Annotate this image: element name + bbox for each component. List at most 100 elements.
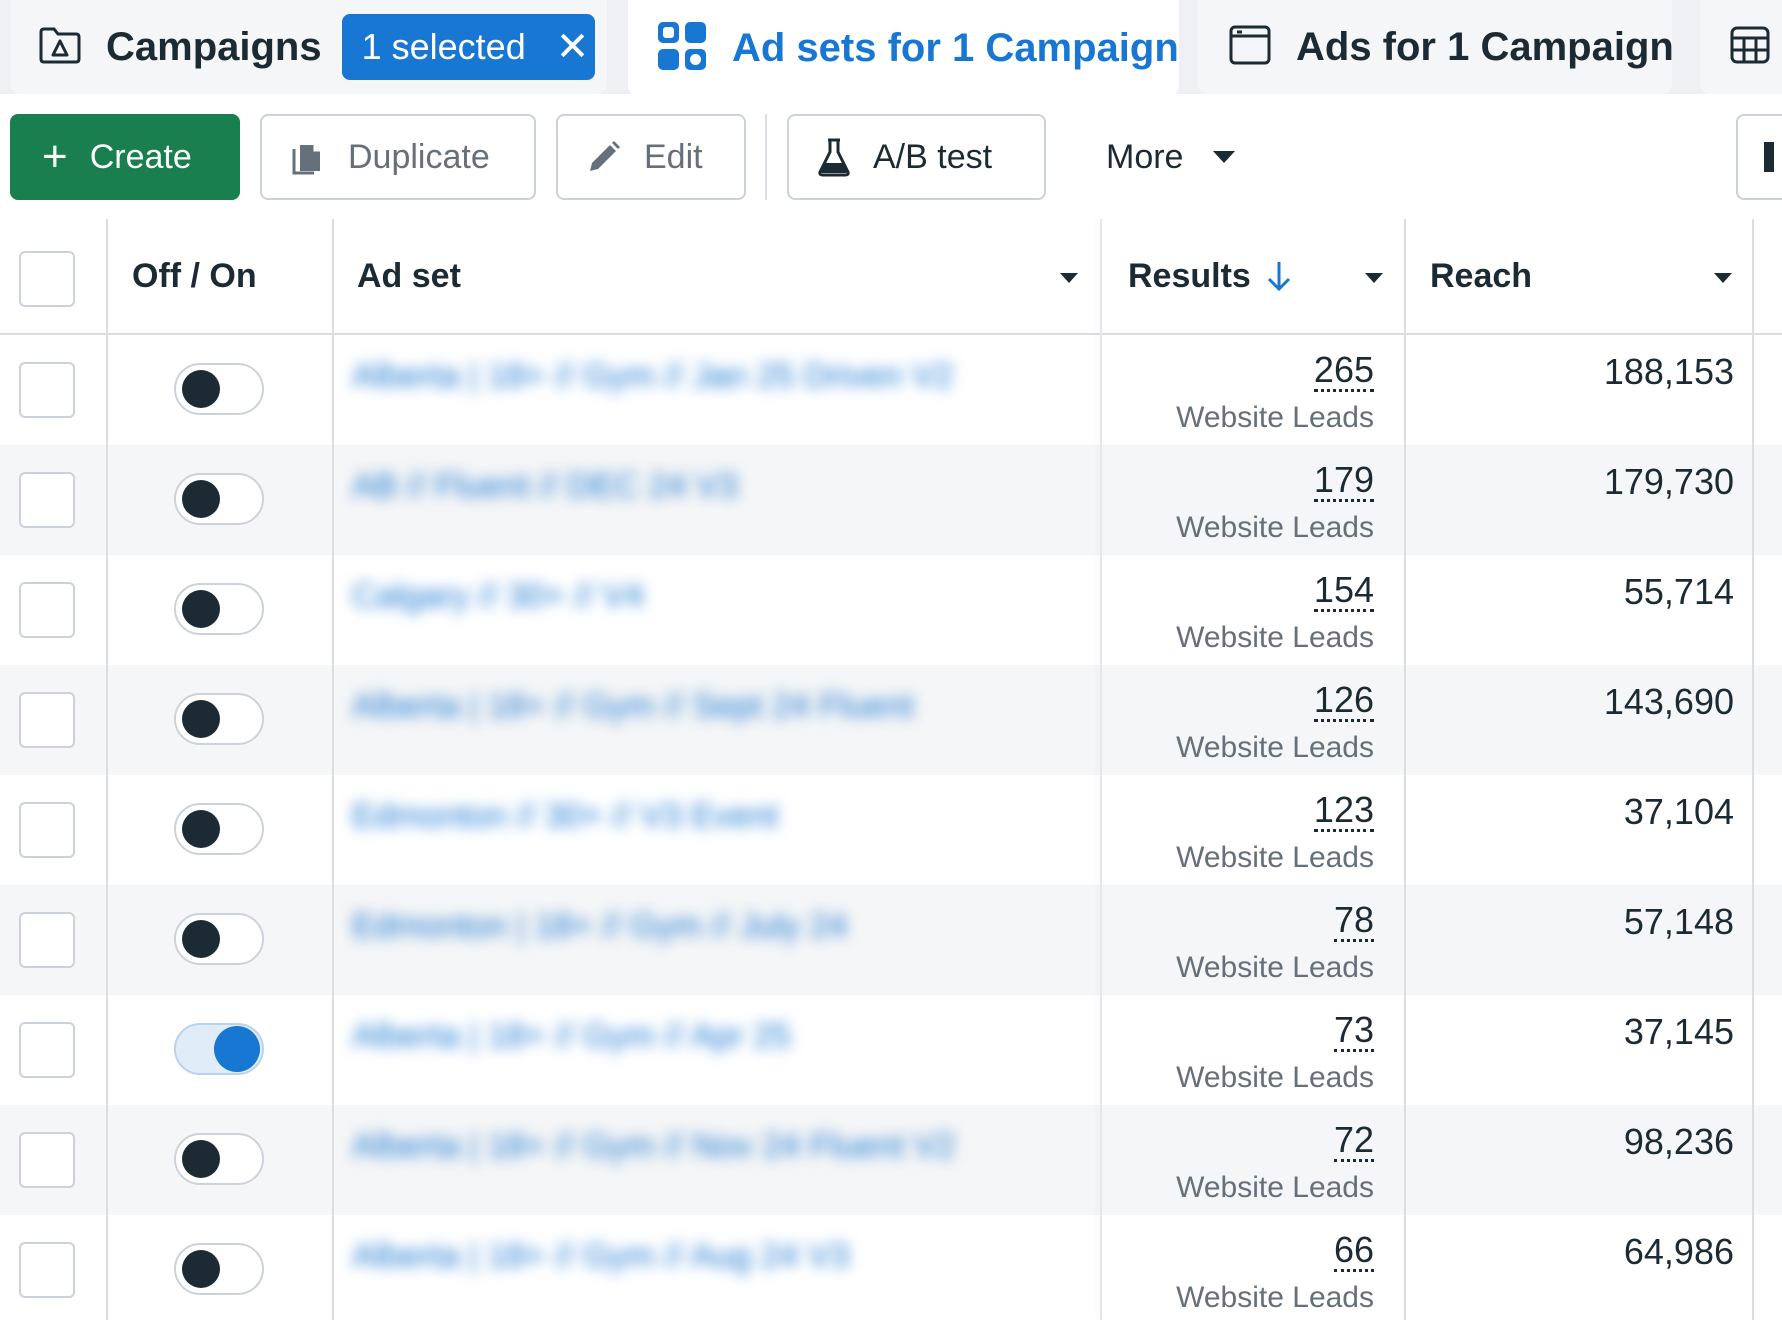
flask-icon bbox=[818, 138, 850, 177]
row-checkbox[interactable] bbox=[19, 912, 75, 968]
results-value[interactable]: 265 bbox=[1313, 349, 1374, 392]
results-type-label: Website Leads bbox=[1176, 1061, 1374, 1094]
edit-label: Edit bbox=[644, 137, 703, 176]
select-all-checkbox[interactable] bbox=[19, 251, 75, 307]
adset-status-toggle[interactable] bbox=[174, 803, 264, 855]
row-checkbox[interactable] bbox=[19, 1242, 75, 1298]
adset-status-toggle[interactable] bbox=[174, 1023, 264, 1075]
table-row[interactable]: Alberta | 18+ // Gym // Aug 24 V3 66 Websi… bbox=[0, 1215, 1782, 1325]
results-value[interactable]: 179 bbox=[1313, 459, 1374, 502]
tab-campaigns[interactable]: Campaigns 1 selected ✕ bbox=[10, 0, 607, 94]
table-row[interactable]: Alberta | 18+ // Gym // Nov 24 Fluent V2… bbox=[0, 1105, 1782, 1215]
results-type-label: Website Leads bbox=[1176, 621, 1374, 654]
tab-adsets[interactable]: Ad sets for 1 Campaign bbox=[628, 0, 1179, 96]
adset-status-toggle[interactable] bbox=[174, 583, 264, 635]
adset-status-toggle[interactable] bbox=[174, 693, 264, 745]
tab-reports[interactable] bbox=[1700, 0, 1782, 94]
ab-test-button[interactable]: A/B test bbox=[787, 114, 1046, 200]
results-type-label: Website Leads bbox=[1176, 401, 1374, 434]
toggle-knob bbox=[182, 920, 220, 958]
results-type-label: Website Leads bbox=[1176, 841, 1374, 874]
adset-status-toggle[interactable] bbox=[174, 363, 264, 415]
column-divider bbox=[1752, 219, 1754, 1320]
adset-name-link[interactable]: Alberta | 18+ // Gym // Sept 24 Fluent bbox=[352, 687, 914, 725]
column-divider bbox=[332, 219, 334, 1320]
row-checkbox[interactable] bbox=[19, 692, 75, 748]
selected-filter-pill[interactable]: 1 selected ✕ bbox=[341, 14, 595, 80]
table-row[interactable]: Calgary // 30+ // V4 154 Website Leads 55,7… bbox=[0, 555, 1782, 665]
toolbar: + Create Duplicate Edit A/B test More bbox=[0, 94, 1782, 221]
row-checkbox[interactable] bbox=[19, 802, 75, 858]
results-value[interactable]: 154 bbox=[1313, 569, 1374, 612]
toggle-knob bbox=[182, 370, 220, 408]
toggle-knob bbox=[182, 480, 220, 518]
adset-name-link[interactable]: Alberta | 18+ // Gym // Jan 25 Driven V2 bbox=[352, 357, 954, 395]
toggle-knob bbox=[182, 810, 220, 848]
reach-value: 37,104 bbox=[1623, 791, 1734, 832]
reach-column-caret-icon[interactable] bbox=[1714, 273, 1732, 283]
results-value[interactable]: 123 bbox=[1313, 789, 1374, 832]
adset-name-link[interactable]: Edmonton // 30+ // V3 Event bbox=[352, 797, 779, 835]
row-checkbox[interactable] bbox=[19, 472, 75, 528]
table-row[interactable]: Edmonton // 30+ // V3 Event 123 Website Le… bbox=[0, 775, 1782, 885]
results-type-label: Website Leads bbox=[1176, 1171, 1374, 1204]
results-value[interactable]: 72 bbox=[1333, 1119, 1374, 1162]
sort-descending-arrow-icon bbox=[1267, 262, 1290, 292]
adset-status-toggle[interactable] bbox=[174, 1243, 264, 1295]
header-toggle: Off / On bbox=[132, 256, 257, 295]
tab-adsets-label: Ad sets for 1 Campaign bbox=[732, 25, 1179, 70]
header-adset[interactable]: Ad set bbox=[357, 256, 461, 295]
adset-status-toggle[interactable] bbox=[174, 473, 264, 525]
adset-name-link[interactable]: Alberta | 18+ // Gym // Aug 24 V3 bbox=[352, 1237, 850, 1275]
tab-campaigns-label: Campaigns bbox=[106, 24, 322, 69]
results-type-label: Website Leads bbox=[1176, 951, 1374, 984]
duplicate-button[interactable]: Duplicate bbox=[260, 114, 536, 200]
chevron-down-icon bbox=[1213, 151, 1236, 163]
table-row[interactable]: Edmonton | 18+ // Gym // July 24 78 Websit… bbox=[0, 885, 1782, 995]
reach-value: 179,730 bbox=[1603, 461, 1734, 502]
row-checkbox[interactable] bbox=[19, 362, 75, 418]
edit-button[interactable]: Edit bbox=[556, 114, 746, 200]
toggle-knob bbox=[214, 1026, 260, 1072]
selected-count: 1 selected bbox=[361, 26, 526, 67]
column-divider bbox=[1404, 219, 1406, 1320]
campaign-folder-icon bbox=[38, 25, 82, 70]
header-results[interactable]: Results bbox=[1128, 219, 1293, 333]
row-checkbox[interactable] bbox=[19, 582, 75, 638]
adset-name-link[interactable]: Alberta | 18+ // Gym // Nov 24 Fluent V2 bbox=[352, 1127, 956, 1165]
adsets-grid-icon bbox=[656, 20, 708, 77]
clear-selection-close-icon[interactable]: ✕ bbox=[555, 25, 590, 69]
adset-status-toggle[interactable] bbox=[174, 1133, 264, 1185]
adset-status-toggle[interactable] bbox=[174, 913, 264, 965]
toggle-knob bbox=[182, 1250, 220, 1288]
table-row[interactable]: Alberta | 18+ // Gym // Apr 25 73 Website … bbox=[0, 995, 1782, 1105]
plus-icon: + bbox=[42, 132, 68, 181]
results-value[interactable]: 73 bbox=[1333, 1009, 1374, 1052]
reach-value: 57,148 bbox=[1623, 901, 1734, 942]
adset-column-caret-icon[interactable] bbox=[1060, 273, 1078, 283]
reach-value: 98,236 bbox=[1623, 1121, 1734, 1162]
results-value[interactable]: 78 bbox=[1333, 899, 1374, 942]
results-type-label: Website Leads bbox=[1176, 731, 1374, 764]
adset-name-link[interactable]: Calgary // 30+ // V4 bbox=[352, 577, 644, 615]
table-row[interactable]: Alberta | 18+ // Gym // Sept 24 Fluent 12… bbox=[0, 665, 1782, 775]
adset-name-link[interactable]: Alberta | 18+ // Gym // Apr 25 bbox=[352, 1017, 791, 1055]
row-checkbox[interactable] bbox=[19, 1022, 75, 1078]
table-row[interactable]: Alberta | 18+ // Gym // Jan 25 Driven V2… bbox=[0, 335, 1782, 445]
row-checkbox[interactable] bbox=[19, 1132, 75, 1188]
adset-name-link[interactable]: AB // Fluent // DEC 24 V3 bbox=[352, 467, 738, 505]
toggle-knob bbox=[182, 700, 220, 738]
table-row[interactable]: AB // Fluent // DEC 24 V3 179 Website Lead… bbox=[0, 445, 1782, 555]
results-value[interactable]: 66 bbox=[1333, 1229, 1374, 1272]
columns-button[interactable] bbox=[1736, 114, 1782, 200]
duplicate-icon bbox=[292, 145, 320, 175]
table-header: Off / On Ad set Results Reach bbox=[0, 219, 1782, 335]
column-divider bbox=[106, 219, 108, 1320]
header-reach[interactable]: Reach bbox=[1430, 256, 1533, 295]
adset-name-link[interactable]: Edmonton | 18+ // Gym // July 24 bbox=[352, 907, 848, 945]
create-button[interactable]: + Create bbox=[10, 114, 240, 200]
results-value[interactable]: 126 bbox=[1313, 679, 1374, 722]
tab-ads[interactable]: Ads for 1 Campaign bbox=[1198, 0, 1674, 94]
more-dropdown[interactable]: More bbox=[1090, 114, 1260, 200]
results-column-caret-icon[interactable] bbox=[1365, 273, 1383, 283]
